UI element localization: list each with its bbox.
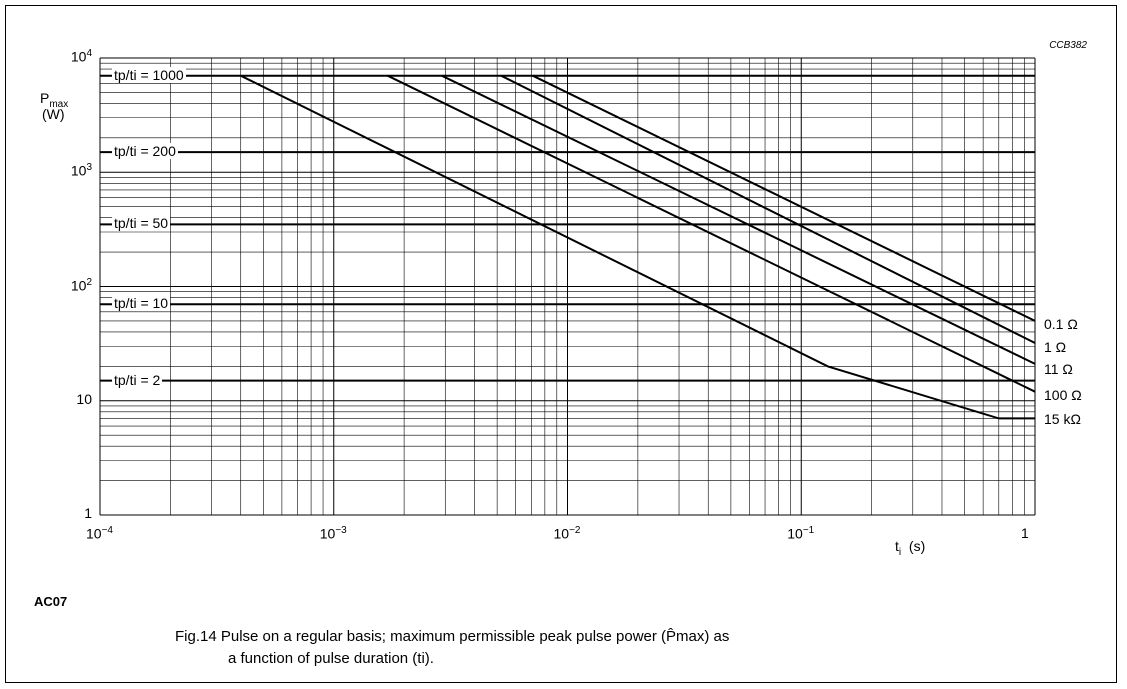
ratio-label: tp/ti = 200 [112, 143, 178, 160]
series-label: 1 Ω [1044, 339, 1067, 355]
y-tick-label: 103 [70, 162, 92, 179]
series-lines [240, 74, 1036, 420]
chart-grid [99, 57, 1036, 516]
x-axis-label: ti (s) [895, 538, 926, 558]
x-tick-label: 10−3 [319, 525, 347, 542]
figure-code: CCB382 [1049, 40, 1087, 51]
ratio-label: tp/ti = 50 [112, 215, 171, 232]
series-line [500, 74, 1036, 344]
series-label: 100 Ω [1044, 387, 1082, 403]
y-tick-label: 1 [84, 505, 92, 521]
series-label: 0.1 Ω [1044, 316, 1078, 332]
series-line [532, 74, 1036, 322]
figure-frame [5, 5, 1117, 683]
block-label: AC07 [34, 594, 68, 609]
x-tick-label: 10−2 [553, 525, 581, 542]
series-line [387, 74, 1036, 393]
x-tick-label: 10−1 [787, 525, 815, 542]
y-tick-label: 102 [70, 276, 92, 294]
x-tick-label: 10−4 [86, 525, 113, 542]
y-tick-label: 104 [70, 48, 92, 65]
ratio-label: tp/ti = 10 [112, 295, 171, 312]
caption-line-1: Fig.14 Pulse on a regular basis; maximum… [175, 628, 730, 645]
ratio-lines [100, 74, 1035, 382]
y-axis-unit: (W) [42, 106, 65, 122]
ratio-label: tp/ti = 2 [112, 371, 163, 388]
series-label: 11 Ω [1044, 361, 1073, 377]
caption-line-2: a function of pulse duration (ti). [228, 650, 434, 667]
series-line [441, 74, 1036, 365]
series-line [240, 74, 1035, 420]
series-label: 15 kΩ [1044, 411, 1081, 427]
x-tick-label: 1 [1021, 525, 1029, 541]
y-axis-label: Pmax [40, 90, 69, 110]
ratio-label: tp/ti = 1000 [112, 66, 186, 83]
y-tick-label: 10 [76, 390, 92, 407]
